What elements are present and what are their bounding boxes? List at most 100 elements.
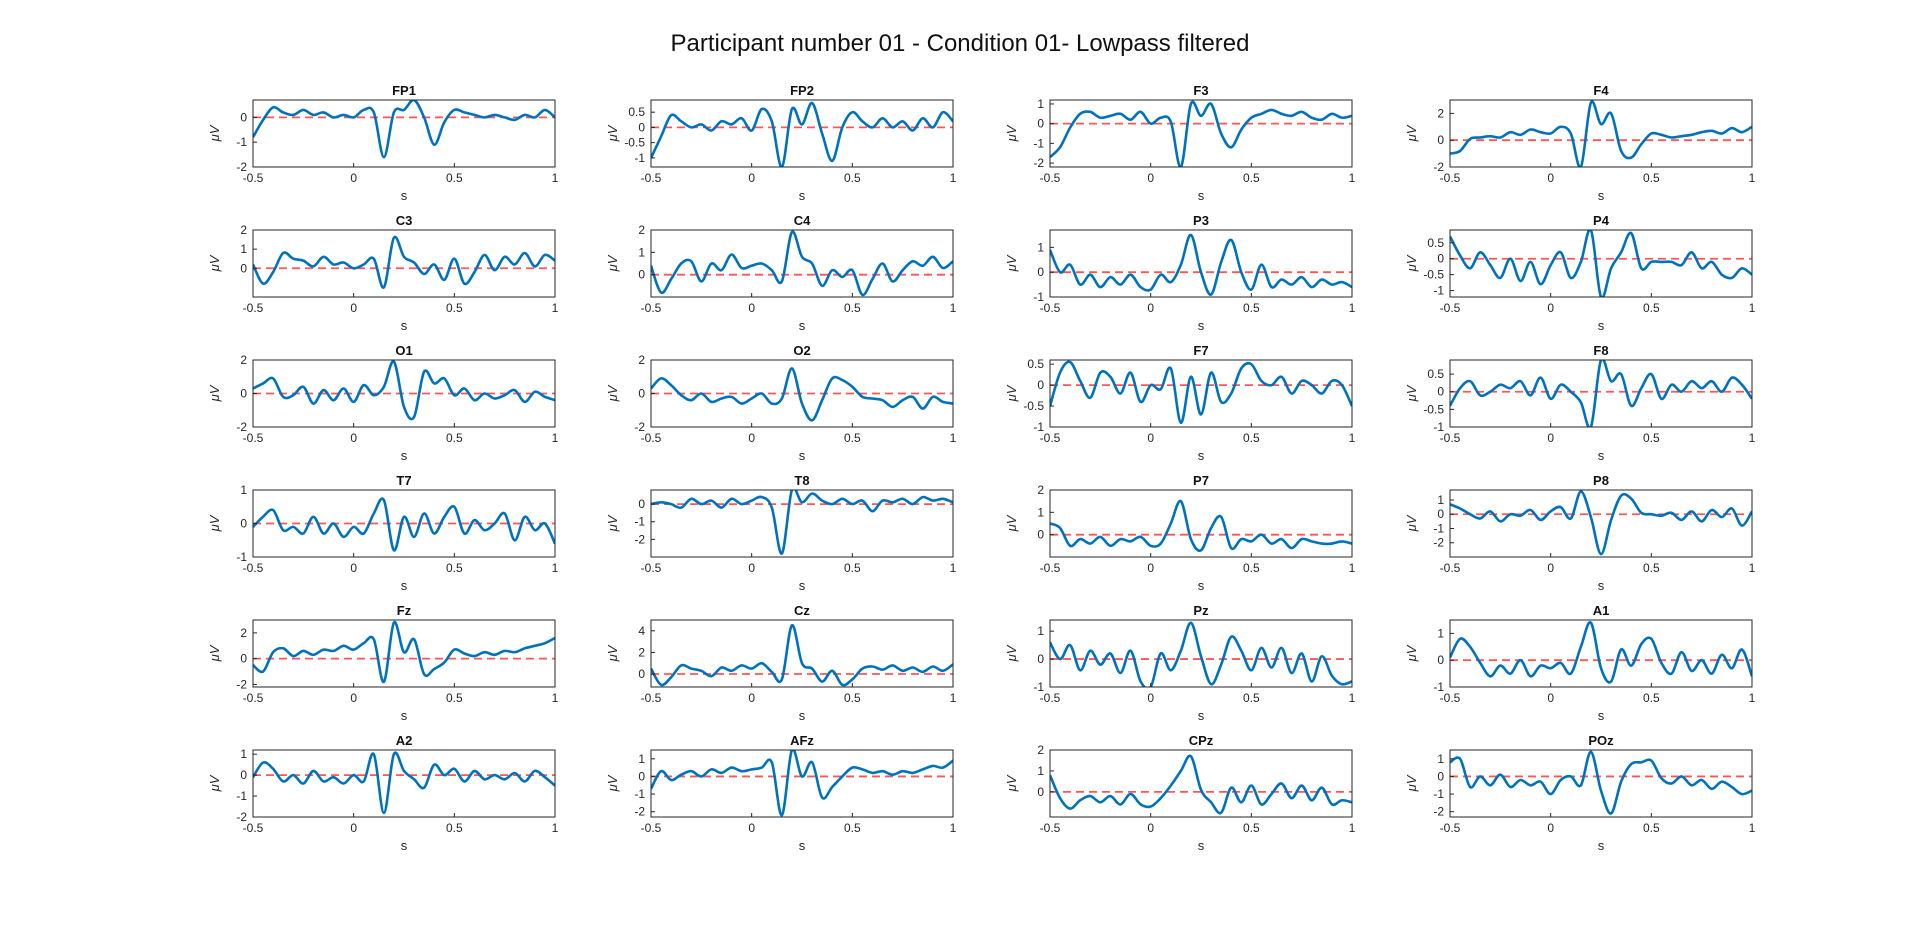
panel-title: POz <box>1588 733 1614 748</box>
y-axis-label: μV <box>1004 774 1019 792</box>
x-tick-label: 0.5 <box>1643 821 1660 835</box>
y-tick-label: 1 <box>240 242 247 256</box>
x-tick-label: 0 <box>748 431 755 445</box>
y-axis-label: μV <box>1404 384 1419 402</box>
x-tick-label: 1 <box>950 171 957 185</box>
axes-box <box>650 99 954 168</box>
y-tick-label: -1 <box>236 789 247 803</box>
y-axis-label: μV <box>1004 254 1019 272</box>
y-tick-label: 1 <box>240 747 247 761</box>
channel-panel-pz: Pz -0.5 0 0.5 1 -1 0 1 s μV <box>1004 603 1356 723</box>
y-tick-label: 0 <box>1437 252 1444 266</box>
x-tick-label: 0.5 <box>844 301 861 315</box>
x-tick-label: 0 <box>350 821 357 835</box>
x-tick-label: 0.5 <box>1643 171 1660 185</box>
y-axis-label: μV <box>207 774 222 792</box>
axes-box <box>1049 619 1353 688</box>
y-tick-label: 0 <box>638 120 645 134</box>
x-tick-label: 0 <box>1547 301 1554 315</box>
axes-box <box>1049 359 1353 428</box>
x-axis-label: s <box>1198 708 1205 723</box>
x-tick-label: -0.5 <box>641 431 662 445</box>
signal-line <box>651 101 953 167</box>
x-tick-label: 0.5 <box>446 301 463 315</box>
x-tick-label: 1 <box>950 431 957 445</box>
y-tick-label: 1 <box>240 483 247 497</box>
y-tick-label: -1 <box>1033 290 1044 304</box>
x-tick-label: 1 <box>552 301 559 315</box>
y-axis-label: μV <box>207 384 222 402</box>
y-tick-label: 0 <box>638 769 645 783</box>
x-tick-label: -0.5 <box>641 691 662 705</box>
x-tick-label: 0 <box>1547 431 1554 445</box>
y-tick-label: 0.5 <box>1427 367 1444 381</box>
y-tick-label: -1 <box>1033 680 1044 694</box>
x-tick-label: -0.5 <box>243 431 264 445</box>
y-tick-label: 0 <box>1037 117 1044 131</box>
y-axis-label: μV <box>1404 124 1419 142</box>
x-axis-label: s <box>401 448 408 463</box>
y-tick-label: -2 <box>1433 536 1444 550</box>
x-axis-label: s <box>799 448 806 463</box>
channel-panel-fp1: FP1 -0.5 0 0.5 1 -2 -1 0 s μV <box>207 83 559 203</box>
x-tick-label: 1 <box>1749 171 1756 185</box>
x-axis-label: s <box>1198 448 1205 463</box>
y-tick-label: -2 <box>236 677 247 691</box>
x-tick-label: -0.5 <box>1440 561 1461 575</box>
y-axis-label: μV <box>1004 124 1019 142</box>
y-tick-label: -1 <box>1033 420 1044 434</box>
y-tick-label: 0 <box>1037 265 1044 279</box>
y-tick-label: 0 <box>638 387 645 401</box>
axes-box <box>650 749 954 818</box>
x-tick-label: -0.5 <box>1040 431 1061 445</box>
x-tick-label: 0.5 <box>844 431 861 445</box>
x-tick-label: -0.5 <box>641 171 662 185</box>
panel-title: Cz <box>794 603 810 618</box>
y-axis-label: μV <box>207 254 222 272</box>
x-axis-label: s <box>1198 188 1205 203</box>
x-tick-label: 0.5 <box>844 171 861 185</box>
x-tick-label: 0 <box>1147 301 1154 315</box>
x-tick-label: -0.5 <box>1040 821 1061 835</box>
x-axis-label: s <box>799 838 806 853</box>
signal-line <box>651 750 953 817</box>
axes-box <box>1449 489 1753 558</box>
y-tick-label: 0 <box>1437 133 1444 147</box>
x-tick-label: 1 <box>1749 301 1756 315</box>
y-axis-label: μV <box>1004 644 1019 662</box>
x-tick-label: 0.5 <box>1243 691 1260 705</box>
y-tick-label: 2 <box>1037 483 1044 497</box>
y-axis-label: μV <box>605 514 620 532</box>
panel-title: T7 <box>396 473 411 488</box>
x-tick-label: -0.5 <box>1440 301 1461 315</box>
y-tick-label: 0 <box>1437 385 1444 399</box>
panel-title: A1 <box>1593 603 1610 618</box>
panel-title: P4 <box>1593 213 1610 228</box>
x-tick-label: 1 <box>552 561 559 575</box>
channel-panel-a1: A1 -0.5 0 0.5 1 -1 0 1 s μV <box>1404 603 1756 723</box>
x-axis-label: s <box>1198 838 1205 853</box>
x-axis-label: s <box>401 188 408 203</box>
x-tick-label: 0.5 <box>1243 171 1260 185</box>
y-tick-label: -2 <box>634 805 645 819</box>
x-tick-label: 0.5 <box>844 821 861 835</box>
x-tick-label: -0.5 <box>641 301 662 315</box>
y-tick-label: -1 <box>634 151 645 165</box>
y-tick-label: -0.5 <box>1023 399 1044 413</box>
x-tick-label: 0 <box>1147 821 1154 835</box>
channel-panel-o1: O1 -0.5 0 0.5 1 -2 0 2 s μV <box>207 343 559 463</box>
channel-panel-afz: AFz -0.5 0 0.5 1 -2 -1 0 1 s μV <box>605 733 957 853</box>
channel-panel-t7: T7 -0.5 0 0.5 1 -1 0 1 s μV <box>207 473 559 593</box>
channel-panel-p4: P4 -0.5 0 0.5 1 -1 -0.5 0 0.5 s μV <box>1404 213 1756 333</box>
x-tick-label: -0.5 <box>243 691 264 705</box>
x-axis-label: s <box>1598 838 1605 853</box>
panel-title: F8 <box>1593 343 1608 358</box>
x-tick-label: -0.5 <box>641 561 662 575</box>
y-tick-label: 0 <box>638 667 645 681</box>
y-tick-label: -1 <box>236 135 247 149</box>
panel-title: O2 <box>793 343 810 358</box>
panel-title: FP2 <box>790 83 814 98</box>
y-axis-label: μV <box>1404 774 1419 792</box>
axes-box <box>1449 359 1753 428</box>
